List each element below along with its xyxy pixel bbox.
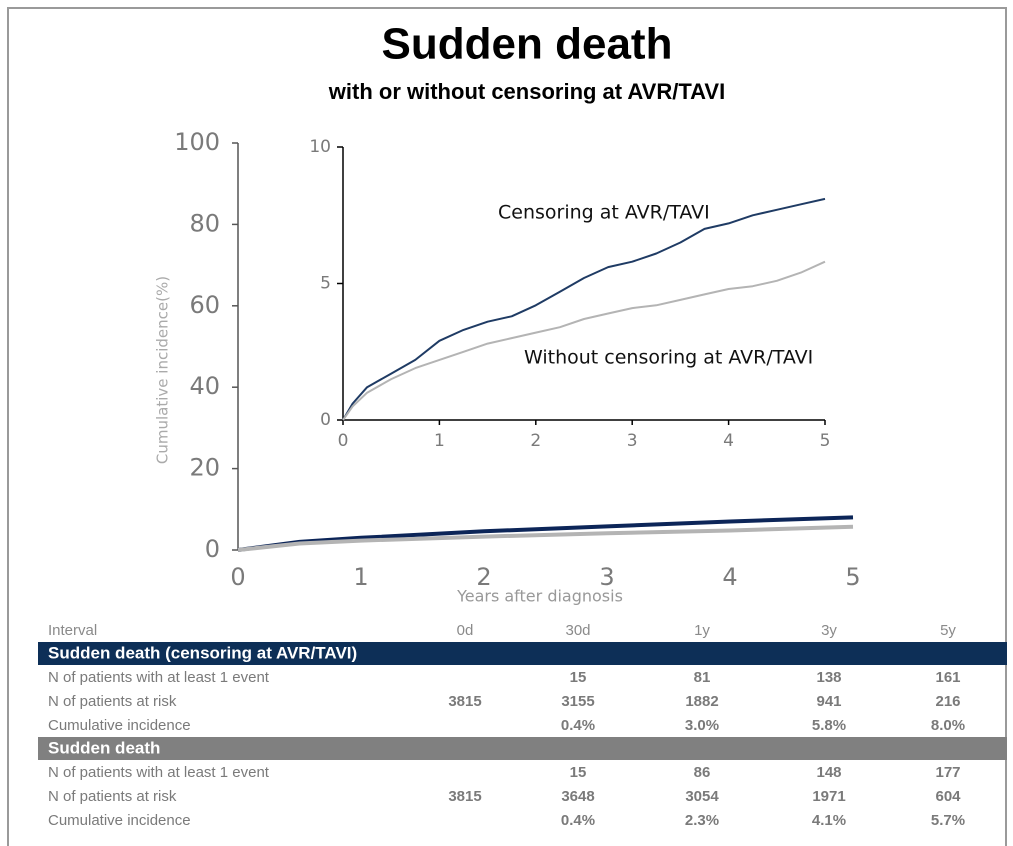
series-line: [342, 260, 826, 421]
table-cell: 81: [694, 669, 711, 686]
table-header: 3y: [821, 622, 837, 639]
section-title: Sudden death (censoring at AVR/TAVI): [48, 643, 357, 662]
y-tick-label: 5: [320, 274, 331, 294]
table-cell: 216: [935, 693, 960, 710]
table-cell: 15: [570, 764, 587, 781]
table-cell: 8.0%: [931, 717, 965, 734]
table-cell: 161: [935, 669, 960, 686]
y-tick-label: 10: [309, 137, 331, 157]
section-bar: [38, 737, 1007, 760]
row-label: N of patients with at least 1 event: [48, 764, 270, 781]
table-cell: 148: [816, 764, 841, 781]
table-cell: 941: [816, 693, 841, 710]
row-label: N of patients at risk: [48, 788, 177, 805]
table-cell: 0.4%: [561, 812, 595, 829]
x-tick-label: 1: [353, 563, 368, 591]
x-tick-label: 3: [599, 563, 614, 591]
table-cell: 0.4%: [561, 717, 595, 734]
table-cell: 3054: [685, 788, 719, 805]
row-label: N of patients with at least 1 event: [48, 669, 270, 686]
table-cell: 2.3%: [685, 812, 719, 829]
chart-title: Sudden death: [382, 20, 673, 69]
x-tick-label: 5: [820, 431, 831, 451]
row-label: Cumulative incidence: [48, 812, 191, 829]
y-tick-label: 80: [189, 209, 220, 237]
x-tick-label: 3: [627, 431, 638, 451]
x-tick-label: 2: [530, 431, 541, 451]
y-tick-label: 40: [189, 372, 220, 400]
table-cell: 138: [816, 669, 841, 686]
y-tick-label: 0: [320, 410, 331, 430]
table-cell: 177: [935, 764, 960, 781]
series-line: [237, 524, 854, 552]
x-tick-label: 0: [338, 431, 349, 451]
table-cell: 3648: [561, 788, 594, 805]
table-header: 0d: [457, 622, 474, 639]
table-cell: 5.8%: [812, 717, 846, 734]
table-header: 1y: [694, 622, 710, 639]
y-tick-label: 20: [189, 454, 220, 482]
section-bar: [38, 642, 1007, 665]
x-axis-label: Years after diagnosis: [456, 587, 623, 606]
x-tick-label: 1: [434, 431, 445, 451]
x-tick-label: 0: [230, 563, 245, 591]
table-header: 5y: [940, 622, 956, 639]
x-tick-label: 5: [845, 563, 860, 591]
y-tick-label: 0: [205, 535, 220, 563]
table-cell: 15: [570, 669, 587, 686]
x-tick-label: 2: [476, 563, 491, 591]
y-tick-label: 60: [189, 291, 220, 319]
table-cell: 3.0%: [685, 717, 719, 734]
table-cell: 4.1%: [812, 812, 846, 829]
table-header: Interval: [48, 622, 97, 639]
y-tick-label: 100: [174, 128, 220, 156]
table-header: 30d: [565, 622, 590, 639]
table-cell: 3815: [448, 693, 481, 710]
table-cell: 86: [694, 764, 711, 781]
row-label: N of patients at risk: [48, 693, 177, 710]
table-cell: 5.7%: [931, 812, 965, 829]
frame: [7, 7, 1007, 846]
series-line: [342, 197, 826, 421]
section-title: Sudden death: [48, 738, 160, 757]
table-cell: 3155: [561, 693, 594, 710]
chart-subtitle: with or without censoring at AVR/TAVI: [328, 79, 725, 104]
x-tick-label: 4: [723, 431, 734, 451]
x-tick-label: 4: [722, 563, 737, 591]
table-cell: 1971: [812, 788, 845, 805]
table-cell: 1882: [685, 693, 718, 710]
row-label: Cumulative incidence: [48, 717, 191, 734]
series-label: Censoring at AVR/TAVI: [498, 202, 710, 224]
table-cell: 3815: [448, 788, 481, 805]
series-label: Without censoring at AVR/TAVI: [524, 347, 813, 369]
table-cell: 604: [935, 788, 961, 805]
y-axis-label: Cumulative incidence(%): [154, 276, 172, 464]
